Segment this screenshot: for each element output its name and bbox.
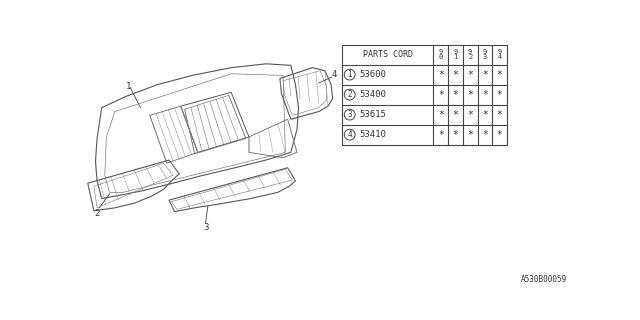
Text: *: * (438, 130, 444, 140)
Text: 53615: 53615 (359, 110, 386, 119)
Text: *: * (438, 69, 444, 80)
Text: 4: 4 (348, 130, 352, 139)
Text: 2: 2 (348, 90, 352, 99)
Text: *: * (452, 110, 458, 120)
Text: A530B00059: A530B00059 (520, 275, 566, 284)
Text: *: * (452, 130, 458, 140)
Text: 9
1: 9 1 (453, 49, 458, 60)
Text: 9
0: 9 0 (438, 49, 443, 60)
Text: 9
2: 9 2 (468, 49, 472, 60)
Text: *: * (482, 110, 488, 120)
Text: *: * (497, 90, 502, 100)
Text: 9
4: 9 4 (497, 49, 502, 60)
Text: 1: 1 (348, 70, 352, 79)
Text: 53400: 53400 (359, 90, 386, 99)
Text: *: * (452, 69, 458, 80)
Text: *: * (438, 110, 444, 120)
Text: *: * (497, 69, 502, 80)
Text: *: * (467, 90, 473, 100)
Text: *: * (467, 110, 473, 120)
Text: *: * (452, 90, 458, 100)
Bar (342, 44, 507, 145)
Text: 4: 4 (332, 70, 337, 79)
Text: *: * (497, 130, 502, 140)
Text: 9
3: 9 3 (483, 49, 487, 60)
Text: PARTS CORD: PARTS CORD (363, 50, 413, 59)
Text: *: * (482, 90, 488, 100)
Text: 53410: 53410 (359, 130, 386, 139)
Text: 3: 3 (348, 110, 352, 119)
Text: 1: 1 (126, 82, 131, 91)
Text: *: * (497, 110, 502, 120)
Text: *: * (467, 130, 473, 140)
Text: *: * (467, 69, 473, 80)
Text: *: * (482, 69, 488, 80)
Text: 2: 2 (94, 210, 100, 219)
Text: *: * (482, 130, 488, 140)
Text: 53600: 53600 (359, 70, 386, 79)
Text: *: * (438, 90, 444, 100)
Text: 3: 3 (203, 223, 208, 232)
